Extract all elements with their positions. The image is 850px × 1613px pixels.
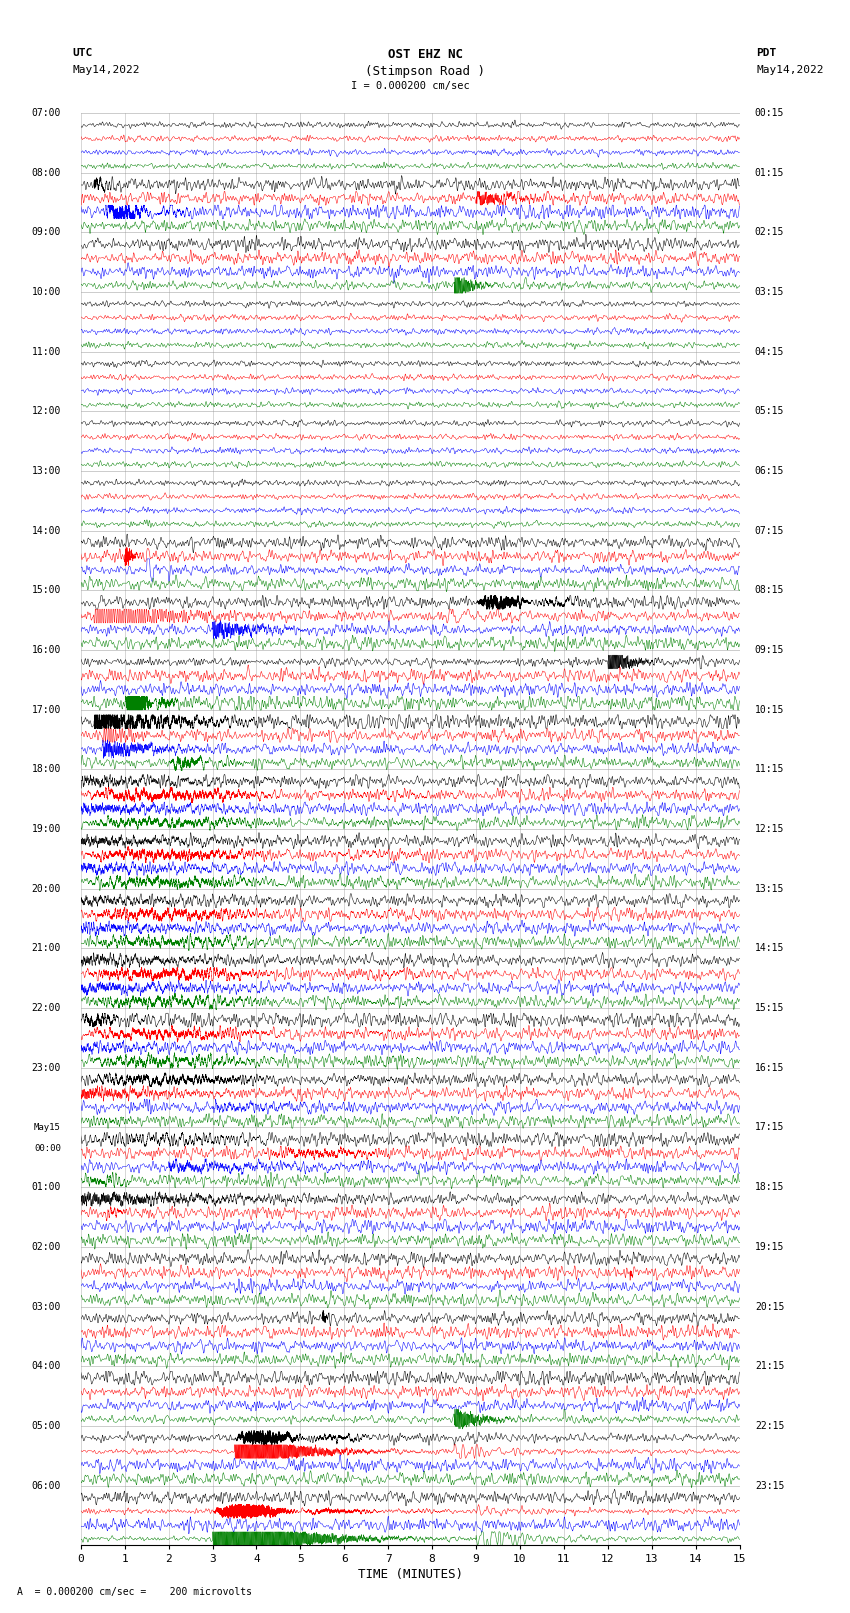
Text: 22:15: 22:15 [755, 1421, 785, 1431]
Text: I = 0.000200 cm/sec: I = 0.000200 cm/sec [351, 81, 469, 90]
Text: 08:00: 08:00 [31, 168, 61, 177]
Text: 17:00: 17:00 [31, 705, 61, 715]
Text: (Stimpson Road ): (Stimpson Road ) [365, 65, 485, 77]
Text: 12:00: 12:00 [31, 406, 61, 416]
Text: May14,2022: May14,2022 [72, 65, 139, 74]
Text: 04:15: 04:15 [755, 347, 785, 356]
Text: 19:00: 19:00 [31, 824, 61, 834]
Text: 14:00: 14:00 [31, 526, 61, 536]
Text: 00:15: 00:15 [755, 108, 785, 118]
Text: 21:15: 21:15 [755, 1361, 785, 1371]
Text: 23:15: 23:15 [755, 1481, 785, 1490]
Text: 14:15: 14:15 [755, 944, 785, 953]
Text: 01:15: 01:15 [755, 168, 785, 177]
Text: 02:15: 02:15 [755, 227, 785, 237]
Text: 10:15: 10:15 [755, 705, 785, 715]
Text: 06:00: 06:00 [31, 1481, 61, 1490]
Text: 23:00: 23:00 [31, 1063, 61, 1073]
Text: 03:15: 03:15 [755, 287, 785, 297]
Text: 07:00: 07:00 [31, 108, 61, 118]
Text: OST EHZ NC: OST EHZ NC [388, 48, 462, 61]
Text: 10:00: 10:00 [31, 287, 61, 297]
Text: 21:00: 21:00 [31, 944, 61, 953]
Text: May14,2022: May14,2022 [756, 65, 824, 74]
Text: 09:00: 09:00 [31, 227, 61, 237]
Text: 00:00: 00:00 [34, 1144, 61, 1153]
Text: UTC: UTC [72, 48, 93, 58]
Text: 07:15: 07:15 [755, 526, 785, 536]
Text: 18:00: 18:00 [31, 765, 61, 774]
Text: 22:00: 22:00 [31, 1003, 61, 1013]
Text: 05:00: 05:00 [31, 1421, 61, 1431]
Text: 02:00: 02:00 [31, 1242, 61, 1252]
Text: 18:15: 18:15 [755, 1182, 785, 1192]
Text: 09:15: 09:15 [755, 645, 785, 655]
Text: 17:15: 17:15 [755, 1123, 785, 1132]
Text: 11:00: 11:00 [31, 347, 61, 356]
Text: 20:15: 20:15 [755, 1302, 785, 1311]
Text: 08:15: 08:15 [755, 586, 785, 595]
Text: 12:15: 12:15 [755, 824, 785, 834]
Text: 01:00: 01:00 [31, 1182, 61, 1192]
Text: 15:00: 15:00 [31, 586, 61, 595]
Text: 20:00: 20:00 [31, 884, 61, 894]
Text: 13:00: 13:00 [31, 466, 61, 476]
Text: A  = 0.000200 cm/sec =    200 microvolts: A = 0.000200 cm/sec = 200 microvolts [17, 1587, 252, 1597]
X-axis label: TIME (MINUTES): TIME (MINUTES) [358, 1568, 462, 1581]
Text: 16:00: 16:00 [31, 645, 61, 655]
Text: 06:15: 06:15 [755, 466, 785, 476]
Text: 05:15: 05:15 [755, 406, 785, 416]
Text: 03:00: 03:00 [31, 1302, 61, 1311]
Text: PDT: PDT [756, 48, 777, 58]
Text: 16:15: 16:15 [755, 1063, 785, 1073]
Text: 13:15: 13:15 [755, 884, 785, 894]
Text: 15:15: 15:15 [755, 1003, 785, 1013]
Text: May15: May15 [34, 1123, 61, 1132]
Text: 19:15: 19:15 [755, 1242, 785, 1252]
Text: 04:00: 04:00 [31, 1361, 61, 1371]
Text: 11:15: 11:15 [755, 765, 785, 774]
